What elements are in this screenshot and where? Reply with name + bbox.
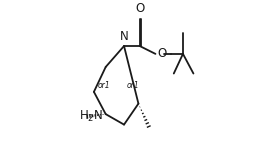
Text: or1: or1 — [98, 81, 111, 90]
Text: O: O — [135, 2, 144, 15]
Text: N: N — [120, 30, 128, 43]
Text: O: O — [157, 47, 167, 60]
Text: or1: or1 — [127, 81, 139, 90]
Text: H$_2$N: H$_2$N — [80, 109, 104, 124]
